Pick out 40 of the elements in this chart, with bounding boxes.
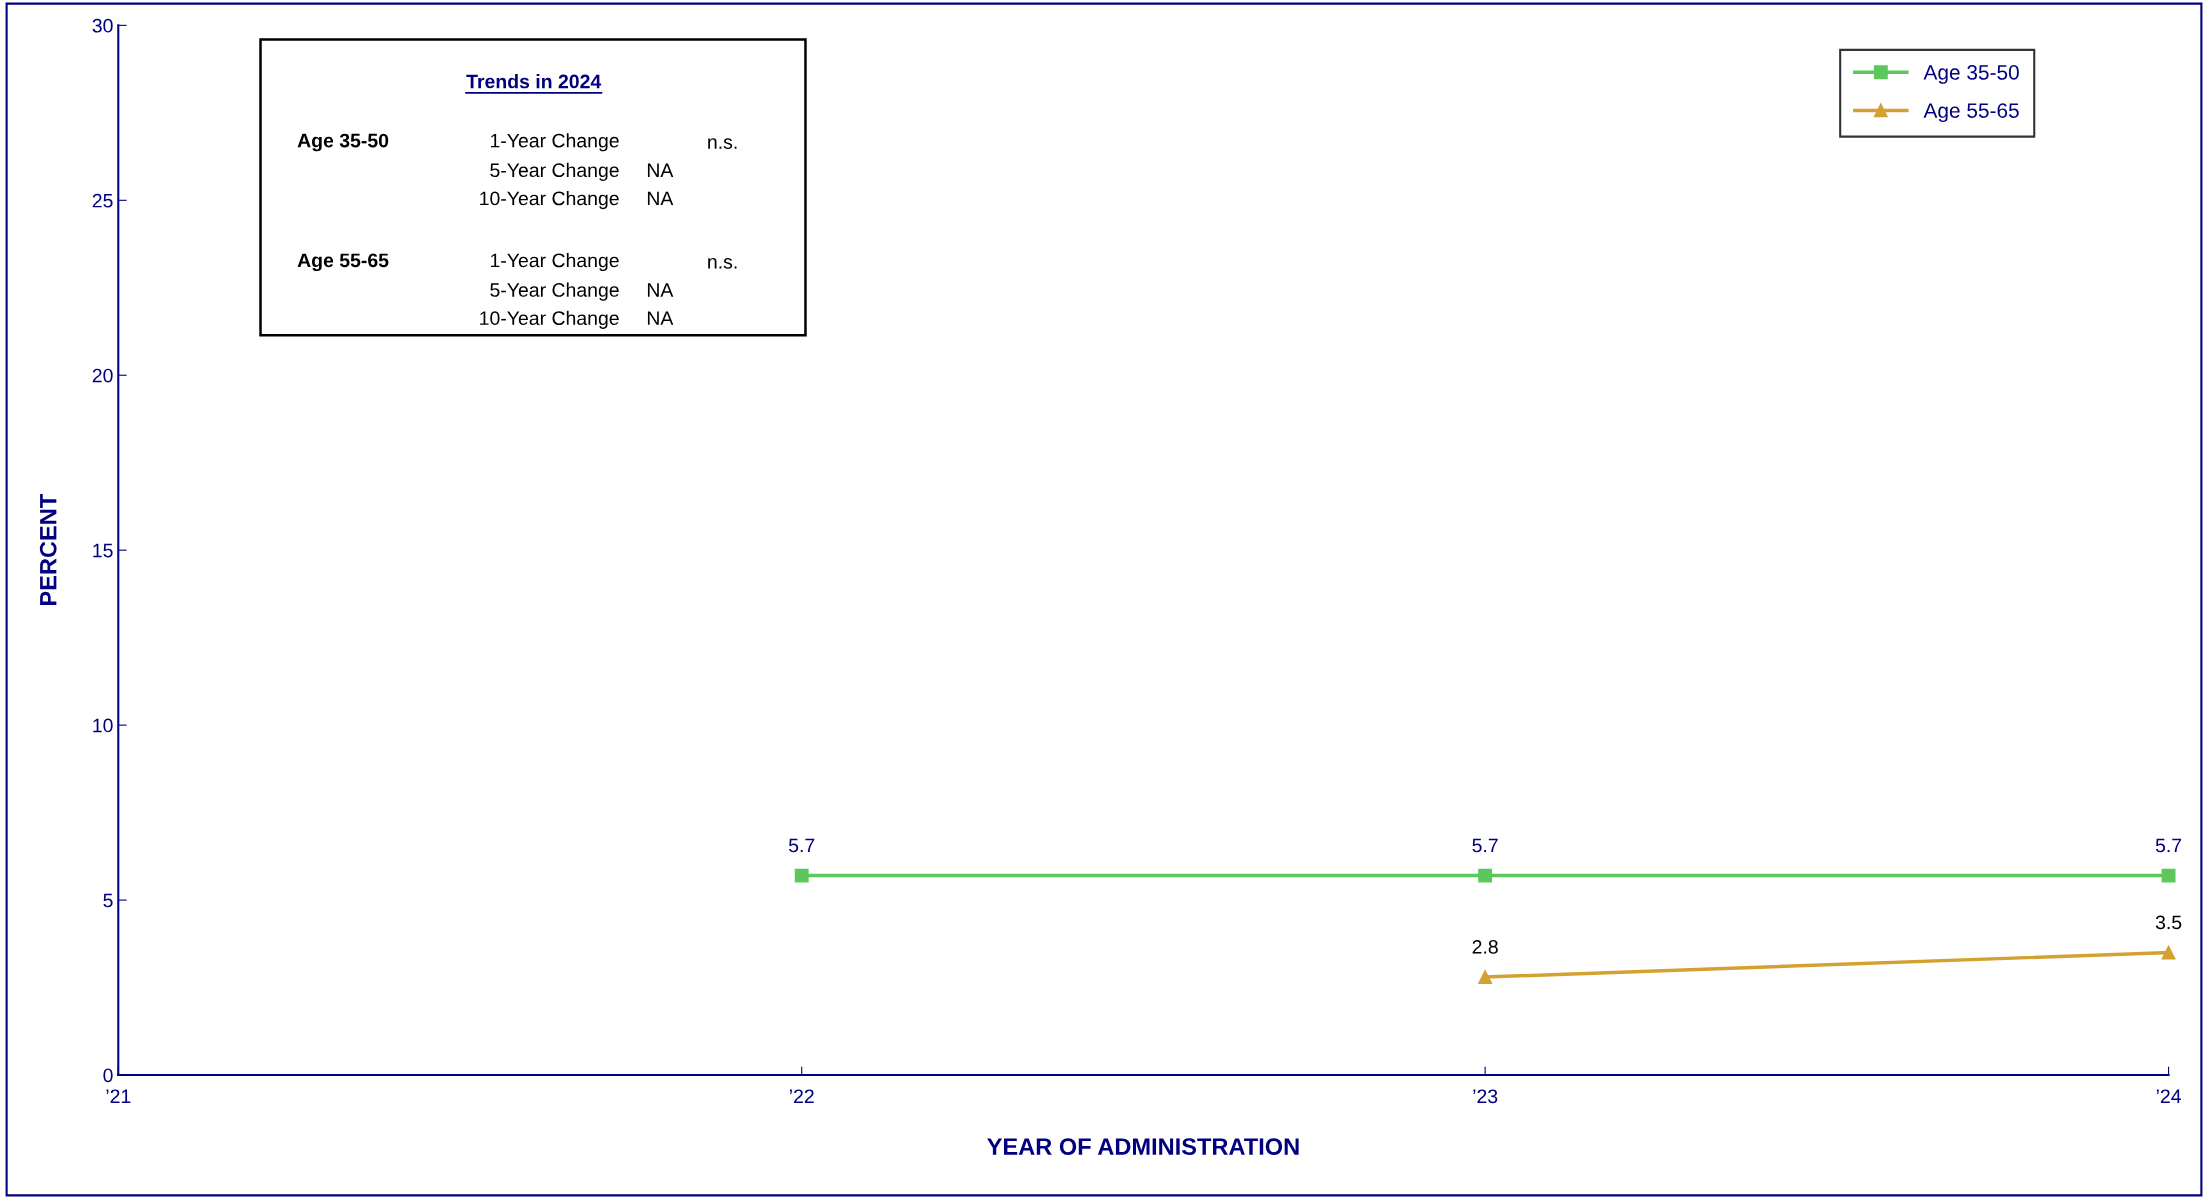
y-tick-label: 10: [93, 718, 113, 733]
annotation: NA: [647, 311, 674, 325]
annotation: Age 35-50: [297, 133, 389, 152]
annotation: NA: [647, 283, 674, 297]
x-tick-label: ’21: [106, 1089, 131, 1103]
data-label: 5.7: [1472, 838, 1498, 853]
annotation: 10-Year Change: [480, 310, 619, 329]
y-tick-label: 15: [93, 543, 113, 558]
x-tick-label: ’22: [789, 1089, 814, 1103]
x-tick-label: ’23: [1473, 1089, 1498, 1104]
legend-label: Age 55-65: [1923, 103, 2019, 123]
data-label: 3.5: [2155, 915, 2182, 930]
y-tick-label: 0: [103, 1068, 113, 1083]
point: [794, 868, 809, 883]
annotation: Trends in 2024: [466, 74, 602, 89]
point: [2161, 868, 2176, 883]
data-label: 2.8: [1472, 939, 1498, 954]
annotation: n.s.: [708, 138, 737, 149]
legend-label: Age 35-50: [1923, 65, 2019, 84]
point: [2161, 945, 2176, 960]
annotation: NA: [647, 163, 674, 177]
y-tick-label: 20: [92, 368, 113, 383]
y-tick-label: 30: [92, 18, 113, 33]
annotation: 5-Year Change: [490, 282, 619, 301]
data-label: 5.7: [2155, 838, 2182, 853]
annotation: 1-Year Change: [490, 253, 619, 272]
x-axis-title: YEAR OF ADMINISTRATION: [987, 1138, 1299, 1155]
annotation: 1-Year Change: [490, 133, 619, 152]
y-tick-label: 5: [103, 893, 113, 908]
point: [1478, 868, 1493, 883]
annotation: NA: [647, 191, 674, 206]
annotation: n.s.: [708, 258, 737, 269]
y-tick-label: 25: [92, 193, 113, 208]
data-label: 5.7: [788, 838, 815, 853]
point: [1478, 970, 1493, 984]
annotation: Age 55-65: [297, 253, 389, 272]
x-tick-label: ’24: [2156, 1089, 2181, 1103]
y-axis-title: PERCENT: [39, 494, 57, 606]
annotation: 10-Year Change: [480, 191, 619, 210]
annotation: 5-Year Change: [490, 162, 619, 181]
